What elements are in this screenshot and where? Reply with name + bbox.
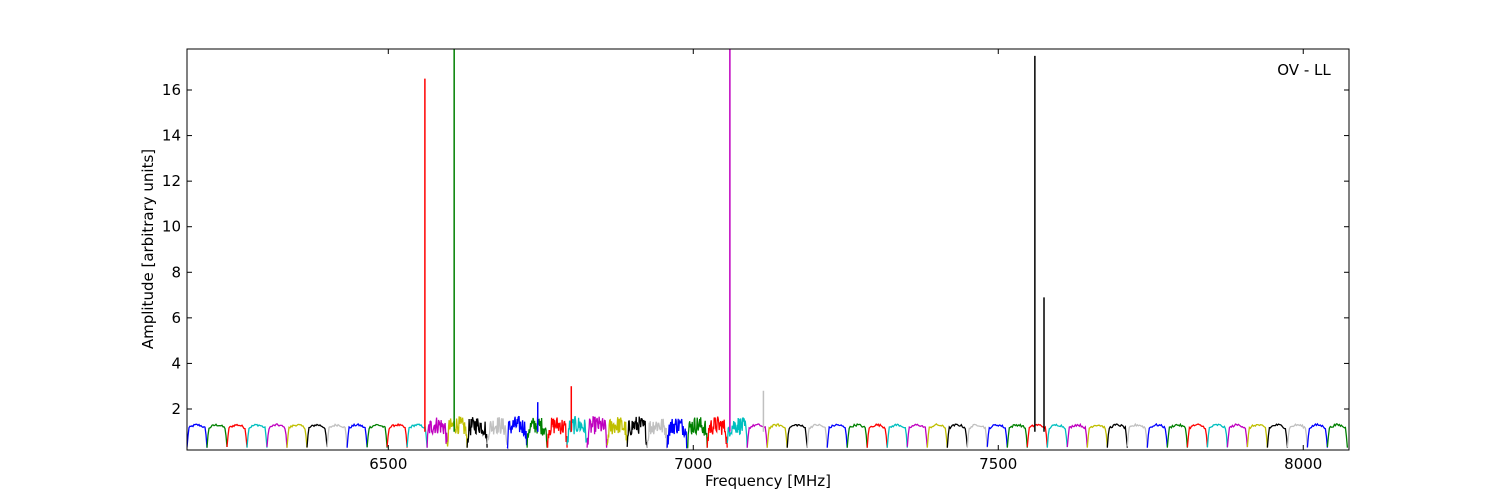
channel-trace [806,423,828,448]
channel-trace [346,422,368,448]
channel-trace [526,416,548,448]
channel-trace [586,415,608,448]
channel-trace [366,423,388,448]
y-tick-label: 6 [171,309,181,327]
channel-trace [1066,422,1088,448]
y-tick-label: 8 [171,263,181,281]
channel-trace [266,422,288,448]
channel-trace [687,417,708,449]
x-tick-label: 7500 [979,455,1017,473]
y-tick-label: 10 [162,218,181,236]
channel-trace [187,423,208,448]
axes-layer: 6500 7000 7500 8000 2 4 6 8 10 12 14 16 [162,48,1350,473]
channel-trace [1186,423,1209,448]
plot-frame [186,48,1350,451]
channel-trace [1086,424,1108,448]
channel-trace [426,417,448,448]
channel-trace [786,423,808,448]
channel-trace [1166,422,1189,448]
y-tick-label: 4 [171,354,181,372]
channel-trace [206,423,228,448]
channel-trace [646,418,668,449]
channel-trace [746,423,768,448]
channel-trace [306,423,328,448]
channel-trace [486,417,508,446]
x-tick-label: 7000 [674,455,712,473]
y-tick-label: 14 [162,127,181,145]
channel-trace [986,423,1008,448]
channel-trace [906,423,928,448]
channel-trace [1206,423,1229,448]
channel-trace [1246,423,1269,448]
channel-trace [866,423,888,448]
channel-trace [286,423,308,448]
channel-trace [246,423,268,448]
channel-trace [506,415,528,450]
channel-trace [466,417,488,448]
channel-trace [1146,422,1168,448]
y-tick-label: 16 [162,81,181,99]
channel-trace [726,417,748,448]
channel-trace [326,423,348,448]
channel-trace [626,416,648,448]
channel-trace [706,416,728,448]
channel-trace [386,422,408,448]
channel-trace [1106,423,1128,448]
y-tick-label: 2 [171,400,181,418]
channel-trace [946,423,968,448]
channel-trace [226,423,248,448]
y-axis-title: Amplitude [arbitrary units] [139,149,157,349]
channel-trace [766,423,788,448]
x-tick-label: 8000 [1284,455,1322,473]
channel-trace [606,417,628,446]
channel-trace [446,416,468,448]
channel-trace [1326,423,1349,448]
y-tick-label: 12 [162,172,181,190]
channel-trace [1006,423,1028,448]
channel-trace [1226,423,1249,448]
channel-trace [666,418,688,449]
channel-trace [546,417,568,448]
channel-trace [406,423,428,448]
x-axis-title: Frequency [MHz] [705,472,831,490]
panel-annotation: OV - LL [1277,61,1331,79]
channel-trace [1306,422,1329,448]
spike-layer [424,49,1045,432]
channel-trace [826,423,848,448]
channel-trace [1126,422,1148,448]
x-tick-label: 6500 [369,455,407,473]
channel-trace [1046,423,1068,448]
channel-trace [966,423,988,448]
channel-trace [1286,423,1309,448]
channel-trace [846,423,868,448]
channel-trace [926,423,948,448]
channel-trace [886,423,908,448]
channel-trace [566,415,588,445]
series-layer [187,415,1349,450]
channel-trace [1266,423,1289,448]
